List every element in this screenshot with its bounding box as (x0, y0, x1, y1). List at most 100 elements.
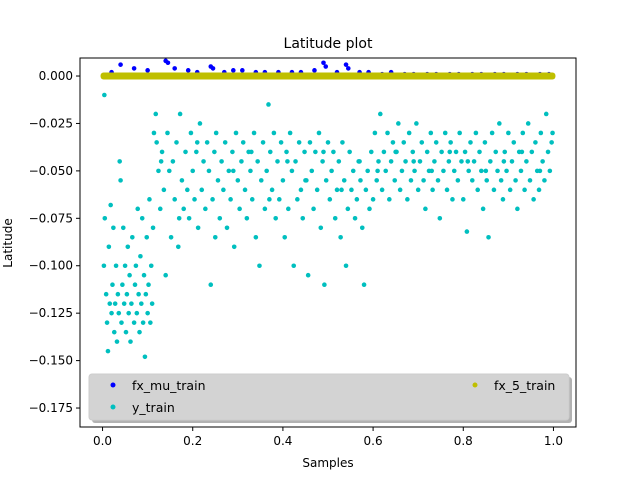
legend-label-fx-5-train: fx_5_train (494, 378, 555, 393)
data-point (127, 272, 132, 278)
data-point (118, 62, 123, 67)
data-point (350, 168, 356, 174)
data-point (497, 121, 502, 126)
data-point (203, 206, 208, 212)
data-point (298, 187, 304, 193)
data-point (322, 282, 327, 288)
data-point (506, 130, 511, 136)
data-point (491, 187, 497, 193)
data-point (446, 159, 452, 164)
data-point (144, 234, 150, 240)
data-point (194, 140, 200, 145)
data-point (131, 66, 137, 71)
data-point (414, 121, 419, 126)
data-point (327, 197, 333, 202)
data-point (376, 159, 381, 164)
data-point (547, 168, 553, 174)
data-point (181, 206, 187, 212)
data-point (334, 187, 340, 193)
data-point (392, 178, 398, 183)
data-point (135, 206, 141, 212)
data-point (148, 263, 154, 269)
data-point (453, 149, 459, 155)
data-point (289, 168, 295, 174)
data-point (424, 149, 430, 155)
data-point (249, 197, 255, 202)
data-point (163, 272, 168, 278)
data-point (264, 168, 269, 174)
data-point (282, 234, 288, 240)
data-point (408, 178, 414, 183)
y-tick-label: −0.175 (29, 401, 73, 415)
data-point (273, 216, 278, 221)
data-point (480, 206, 486, 212)
data-point (118, 178, 123, 183)
data-point (378, 111, 383, 117)
data-point (383, 168, 389, 174)
data-point (357, 159, 362, 164)
data-point (224, 225, 230, 231)
data-point (507, 187, 513, 193)
data-point (354, 197, 360, 202)
data-point (157, 206, 163, 212)
data-point (381, 149, 387, 155)
data-point (139, 216, 145, 221)
data-point (210, 197, 215, 202)
data-point (217, 216, 223, 221)
data-point (450, 197, 455, 202)
data-point (509, 159, 515, 164)
data-point (194, 149, 199, 155)
data-point (231, 244, 237, 250)
data-point (242, 187, 248, 193)
data-point (399, 168, 405, 174)
data-point (372, 130, 378, 136)
data-point (479, 168, 484, 174)
data-point (107, 301, 113, 306)
data-point (280, 178, 286, 183)
data-point (235, 178, 241, 183)
data-point (363, 187, 369, 193)
data-point (415, 187, 421, 193)
x-tick-label: 1.0 (544, 434, 563, 448)
data-point (370, 197, 376, 202)
data-point (226, 168, 232, 174)
data-point (150, 225, 156, 231)
data-point (125, 244, 131, 250)
data-point (536, 187, 542, 193)
data-point (151, 130, 157, 136)
data-point (311, 206, 316, 212)
data-point (538, 130, 544, 136)
data-point (525, 121, 531, 126)
data-point (210, 66, 216, 71)
data-point (352, 216, 358, 221)
data-point (515, 206, 520, 212)
data-point (124, 291, 130, 297)
data-point (269, 187, 275, 193)
data-point (146, 282, 151, 288)
data-point (388, 159, 394, 164)
data-point (106, 244, 112, 250)
data-point (533, 140, 538, 145)
data-point (177, 111, 183, 117)
data-point (172, 66, 177, 71)
data-point (230, 149, 235, 155)
data-point (134, 310, 140, 316)
data-point (213, 130, 219, 136)
y-tick-label: −0.075 (29, 211, 73, 225)
data-point (130, 234, 135, 240)
x-axis: 0.0 0.2 0.4 0.6 0.8 1.0 (93, 427, 563, 448)
data-point (542, 178, 547, 183)
y-tick-label: −0.100 (29, 259, 73, 273)
data-point (367, 206, 372, 212)
data-point (244, 216, 250, 221)
data-point (121, 301, 127, 306)
data-point (158, 159, 164, 164)
data-point (195, 225, 201, 231)
data-point (396, 121, 401, 126)
data-point (518, 168, 524, 174)
data-point (206, 168, 212, 174)
data-point (412, 168, 417, 174)
data-point (143, 291, 149, 297)
data-point (460, 197, 466, 202)
data-point (385, 130, 390, 136)
